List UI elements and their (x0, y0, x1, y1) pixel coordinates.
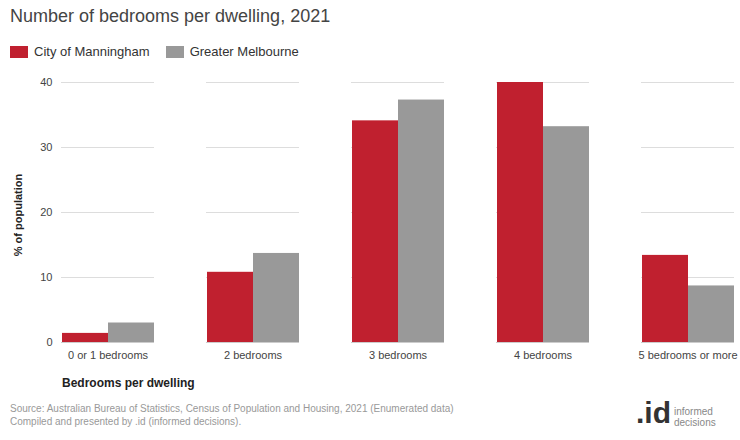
svg-text:20: 20 (40, 206, 52, 218)
svg-text:4 bedrooms: 4 bedrooms (514, 349, 573, 361)
svg-text:5 bedrooms or more: 5 bedrooms or more (638, 349, 737, 361)
svg-text:0: 0 (46, 336, 52, 348)
svg-text:10: 10 (40, 271, 52, 283)
svg-text:30: 30 (40, 141, 52, 153)
html-text:Bedrooms per dwelling: Bedrooms per dwelling (62, 376, 195, 390)
html-text:Number of bedrooms per dwellin: Number of bedrooms per dwelling, 2021 (10, 6, 331, 26)
html-text:.id: .id (636, 396, 671, 429)
html-text:informed decisions: informed decisions (674, 406, 716, 428)
html-text:Greater Melbourne: Greater Melbourne (189, 44, 299, 59)
html-text:Source: Australian Bureau of S: Source: Australian Bureau of Statistics,… (10, 403, 454, 414)
svg-text:40: 40 (40, 76, 52, 88)
html-text:City of Manningham: City of Manningham (34, 44, 150, 59)
html-text:Compiled and presented by .id: Compiled and presented by .id (informed … (10, 416, 242, 427)
html-text:% of population: % of population (12, 173, 24, 257)
svg-text:2 bedrooms: 2 bedrooms (224, 349, 283, 361)
svg-text:3 bedrooms: 3 bedrooms (369, 349, 428, 361)
svg-text:0 or 1 bedrooms: 0 or 1 bedrooms (68, 349, 149, 361)
